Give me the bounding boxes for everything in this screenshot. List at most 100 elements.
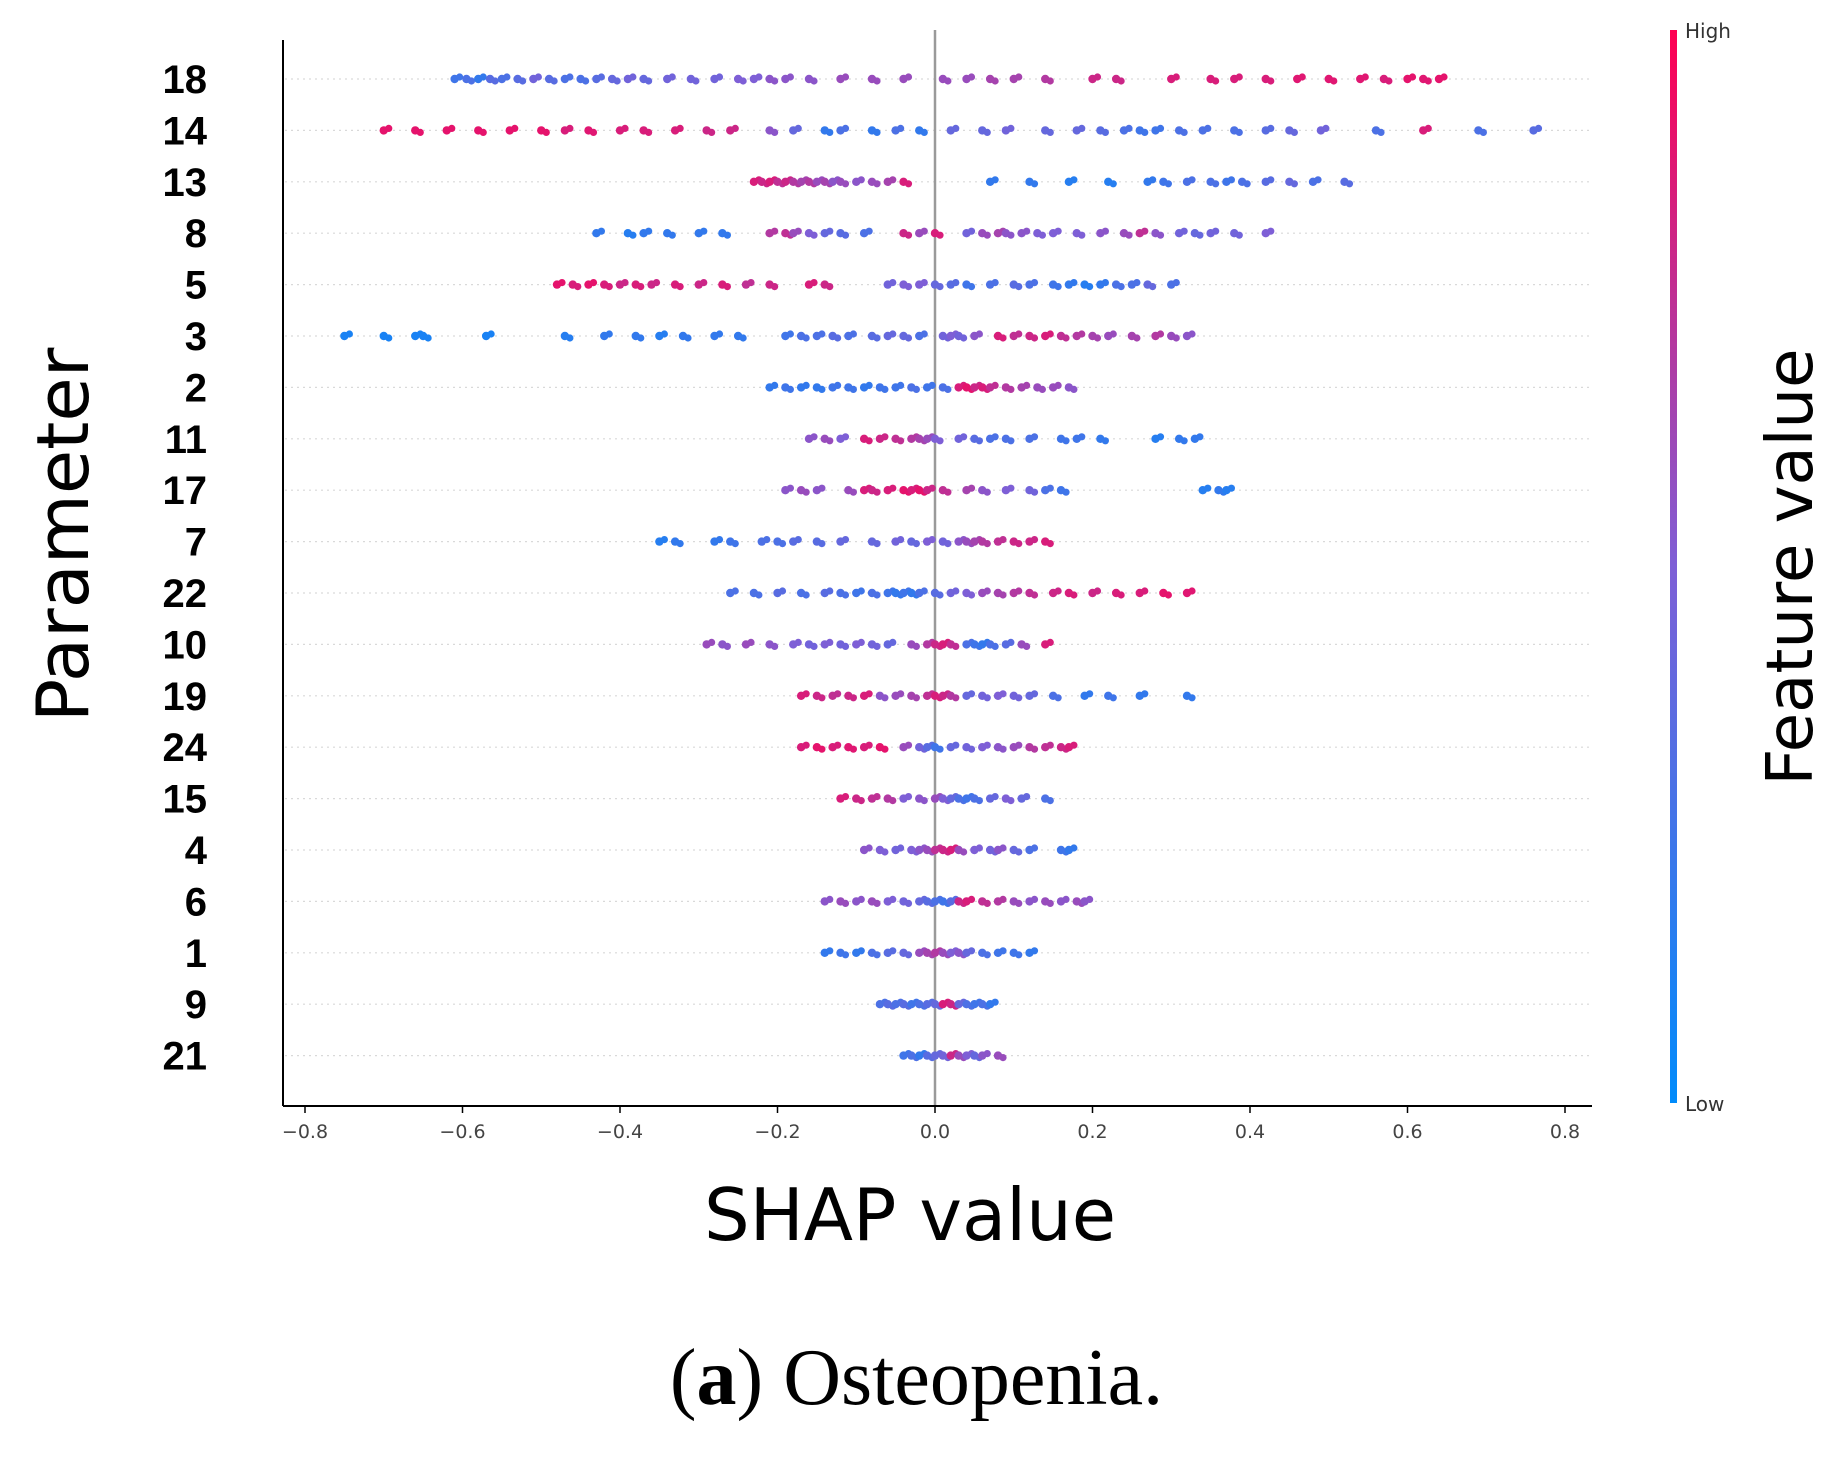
- shap-point: [773, 587, 787, 598]
- shap-point: [820, 280, 834, 291]
- shap-point: [1041, 484, 1054, 495]
- shap-point: [1151, 124, 1165, 135]
- shap-point: [1001, 484, 1015, 495]
- x-tick-label: −0.8: [282, 1121, 328, 1143]
- parameter-label: 11: [165, 418, 207, 462]
- shap-point: [899, 948, 913, 959]
- shap-point: [1159, 588, 1172, 599]
- shap-point: [978, 537, 991, 548]
- shap-point: [1324, 74, 1338, 85]
- shap-point: [978, 486, 991, 496]
- parameter-label: 3: [185, 315, 207, 359]
- shap-point: [836, 229, 850, 239]
- shap-point: [985, 998, 999, 1009]
- shap-point: [844, 691, 857, 702]
- shap-point: [1371, 126, 1385, 136]
- shap-point: [1041, 794, 1054, 805]
- shap-point: [1088, 73, 1102, 84]
- shap-point: [757, 536, 771, 546]
- shap-point: [836, 897, 850, 908]
- shap-point: [710, 330, 724, 341]
- shap-point: [883, 638, 897, 649]
- shap-point: [1088, 587, 1102, 598]
- shap-point: [592, 73, 605, 84]
- parameter-label: 2: [185, 366, 207, 410]
- shap-point: [946, 640, 960, 651]
- shap-point: [1064, 279, 1078, 289]
- shap-point: [552, 279, 566, 289]
- shap-point: [600, 330, 613, 341]
- shap-point: [820, 227, 834, 238]
- shap-point: [741, 638, 755, 649]
- shap-point: [875, 383, 889, 393]
- shap-point: [1025, 433, 1039, 443]
- shap-point: [1104, 177, 1117, 188]
- shap-point: [930, 743, 944, 753]
- shap-point: [970, 844, 983, 855]
- shap-point: [978, 587, 991, 598]
- shap-point: [852, 794, 865, 805]
- shap-point: [576, 74, 590, 85]
- shap-point: [915, 126, 928, 136]
- shap-point: [1048, 227, 1062, 238]
- shap-point: [1009, 691, 1023, 702]
- shap-point: [560, 331, 574, 342]
- shap-point: [474, 73, 487, 84]
- shap-point: [686, 74, 700, 85]
- shap-point: [899, 229, 913, 239]
- shap-point: [820, 587, 834, 598]
- shap-point: [883, 279, 897, 289]
- shap-point: [907, 383, 920, 393]
- shap-point: [789, 536, 802, 546]
- shap-point: [1064, 844, 1078, 855]
- shap-point: [836, 124, 850, 135]
- shap-point: [584, 279, 598, 289]
- shap-point: [726, 124, 739, 135]
- shap-point: [993, 947, 1007, 957]
- shap-point: [1080, 280, 1094, 291]
- shap-point: [1111, 74, 1125, 85]
- shap-point: [796, 331, 810, 342]
- shap-point: [938, 383, 952, 393]
- shap-point: [938, 537, 952, 548]
- shap-point: [993, 895, 1007, 906]
- shap-point: [726, 587, 739, 598]
- shap-point: [915, 227, 928, 238]
- scatter-points: [340, 73, 1543, 1062]
- shap-point: [875, 691, 889, 702]
- shap-point: [584, 126, 598, 136]
- shap-point: [812, 383, 826, 393]
- shap-point: [1206, 74, 1220, 85]
- shap-point: [915, 587, 928, 598]
- shap-point: [781, 330, 794, 341]
- shap-point: [481, 330, 495, 341]
- shap-point: [670, 124, 684, 135]
- colorbar: [1670, 30, 1677, 1103]
- shap-point: [852, 947, 865, 957]
- shap-point: [1048, 280, 1062, 291]
- shap-point: [899, 280, 913, 291]
- shap-point: [1048, 691, 1062, 702]
- shap-point: [946, 124, 960, 135]
- shap-point: [954, 845, 968, 856]
- shap-point: [1119, 124, 1133, 135]
- shap-point: [1056, 895, 1070, 906]
- shap-point: [930, 588, 944, 599]
- shap-point: [1096, 434, 1109, 445]
- shap-point: [899, 741, 913, 752]
- shap-point: [655, 330, 668, 341]
- shap-point: [1135, 690, 1149, 700]
- shap-point: [560, 124, 574, 135]
- shap-point: [639, 227, 653, 238]
- shap-point: [891, 381, 905, 392]
- x-axis-title: SHAP value: [704, 1173, 1116, 1257]
- shap-point: [812, 537, 826, 548]
- shap-point: [529, 73, 542, 84]
- shap-point: [1285, 177, 1298, 188]
- shap-point: [418, 331, 432, 342]
- shap-point: [891, 690, 905, 700]
- shap-point: [710, 73, 724, 84]
- shap-point: [1261, 176, 1275, 186]
- shap-point: [1111, 588, 1125, 599]
